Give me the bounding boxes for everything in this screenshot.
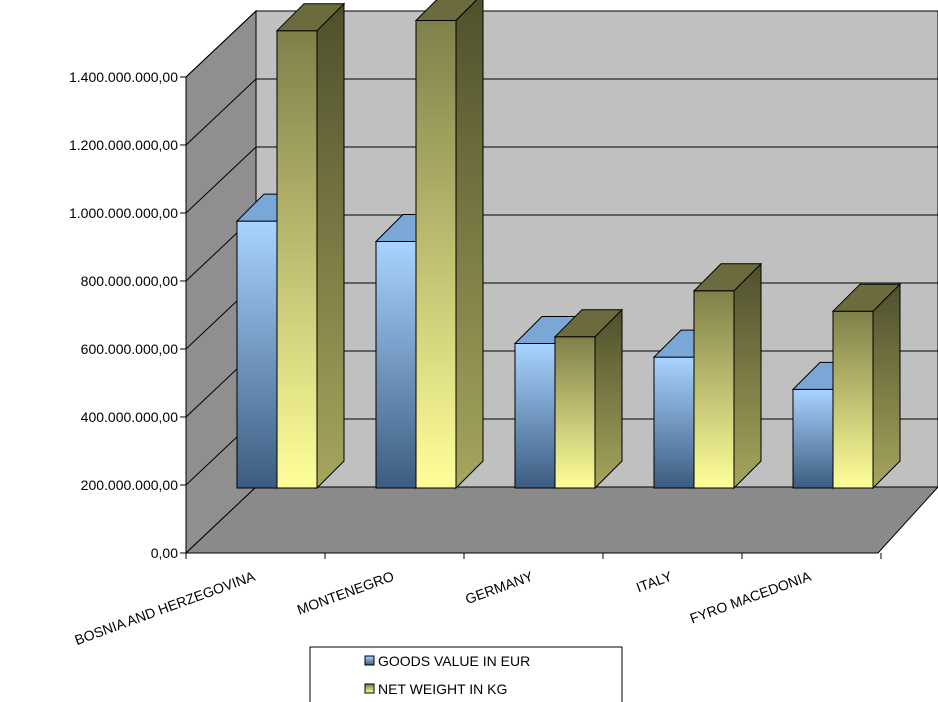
legend-label: NET WEIGHT IN KG <box>378 681 507 697</box>
bar-goods-value-front <box>375 241 417 489</box>
bar-net-weight-front <box>693 290 735 489</box>
bar-net-weight <box>692 262 763 490</box>
bar-goods-value-front <box>792 388 834 489</box>
gridline <box>185 10 938 78</box>
bar-goods-value-front <box>653 356 695 489</box>
bar-net-weight-front <box>832 310 874 489</box>
x-axis: BOSNIA AND HERZEGOVINA MONTENEGRO GERMANY I… <box>72 568 813 648</box>
bar-net-weight <box>553 308 624 490</box>
y-tick-label: 200.000.000,00 <box>81 477 179 493</box>
y-tick-label: 0,00 <box>151 545 178 561</box>
bar-net-weight-side <box>733 262 762 490</box>
x-category-label: MONTENEGRO <box>295 568 396 618</box>
bar-net-weight-side <box>872 282 901 490</box>
bar-net-weight-side <box>316 2 345 490</box>
gridline <box>185 146 938 214</box>
x-category-label: ITALY <box>634 568 675 596</box>
bars <box>235 0 902 490</box>
bar-net-weight-top <box>831 283 902 312</box>
y-tick-label: 1.200.000.000,00 <box>69 137 178 153</box>
legend-box <box>309 646 623 702</box>
bar-net-weight-top <box>553 309 624 338</box>
bar-net-weight-front <box>554 336 596 489</box>
legend-swatch <box>364 655 375 666</box>
y-tick-label: 800.000.000,00 <box>81 273 179 289</box>
bar-net-weight-top <box>692 263 763 292</box>
x-category-label: BOSNIA AND HERZEGOVINA <box>72 568 257 648</box>
y-axis: 0,00 200.000.000,00 400.000.000,00 600.000.… <box>69 69 882 561</box>
floor <box>184 486 938 554</box>
y-tick-label: 600.000.000,00 <box>81 341 179 357</box>
bar-net-weight <box>275 2 346 490</box>
bar-goods-value-front <box>236 220 278 489</box>
bar-net-weight <box>831 282 902 490</box>
bar-net-weight-side <box>455 0 484 490</box>
legend: GOODS VALUE IN EUR NET WEIGHT IN KG <box>309 646 623 702</box>
y-tick-label: 400.000.000,00 <box>81 409 179 425</box>
bar-net-weight-front <box>415 20 457 489</box>
y-tick-label: 1.000.000.000,00 <box>69 205 178 221</box>
bar-net-weight-top <box>414 0 478 21</box>
legend-label: GOODS VALUE IN EUR <box>378 653 530 669</box>
bar-net-weight <box>414 0 484 490</box>
bar-net-weight-top <box>275 3 346 32</box>
bar-net-weight-front <box>276 30 318 489</box>
bar-net-weight-side <box>594 308 623 490</box>
legend-swatch <box>364 683 375 694</box>
x-category-label: GERMANY <box>463 568 536 607</box>
gridline <box>185 78 938 146</box>
bar-goods-value-front <box>514 343 556 489</box>
x-category-label: FYRO MACEDONIA <box>688 568 814 627</box>
y-tick-label: 1.400.000.000,00 <box>69 69 178 85</box>
